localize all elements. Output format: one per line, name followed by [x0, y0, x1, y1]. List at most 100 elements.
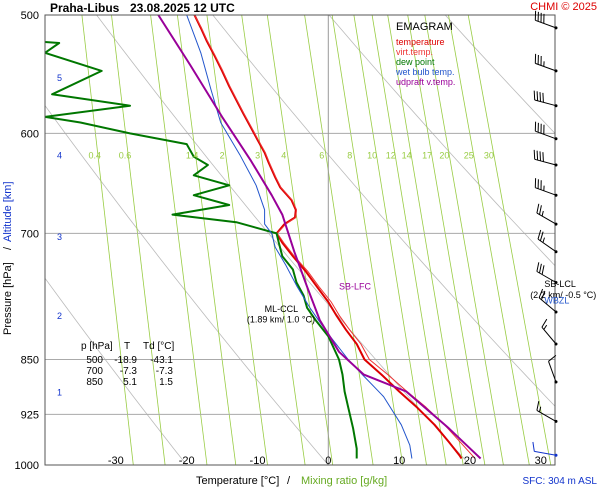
wind-barb-dot	[554, 163, 558, 167]
mixing-ratio-label: 0.6	[119, 151, 132, 161]
table-cell: 500	[86, 355, 103, 366]
mixing-ratio-label: 25	[464, 151, 474, 161]
mixing-ratio-line	[448, 15, 530, 465]
level-table: p [hPa] T Td [°C] 500 -18.9 -43.1 700 -7.3 -7.3 8…	[81, 341, 174, 388]
annotation--2-2-km-0-5-c-: (2.2 km/ -0.5 °C)	[530, 290, 596, 300]
annotation-sb-lfc: SB-LFC	[339, 281, 372, 291]
mixing-ratio-line	[371, 15, 447, 465]
wind-barb	[537, 229, 558, 254]
table-cell: -7.3	[156, 366, 174, 377]
dry-adiabat	[45, 277, 188, 465]
wind-barb-dot	[554, 104, 558, 108]
mixing-ratio-label: 20	[439, 151, 449, 161]
mixing-ratio-line	[206, 15, 268, 465]
wind-barb-flag	[541, 318, 548, 328]
x-tick-label: 10	[393, 455, 405, 467]
wind-barb-staff	[535, 19, 557, 29]
x-axis-label-temperature: Temperature [°C]	[196, 475, 279, 487]
wind-barb-staff	[535, 130, 557, 140]
wind-barb-staff	[534, 450, 557, 456]
table-header: T	[124, 341, 130, 352]
table-cell: -7.3	[120, 366, 138, 377]
mixing-ratio-label: 1.4	[186, 151, 199, 161]
dry-adiabat	[45, 104, 329, 465]
wind-barb-staff	[536, 271, 557, 283]
wind-barb-dot	[554, 310, 558, 314]
wind-barb	[534, 178, 558, 197]
x-tick-label: -20	[179, 455, 195, 467]
wind-barb-staff	[541, 326, 557, 345]
series-updraft	[157, 15, 482, 460]
dry-adiabat	[212, 15, 555, 407]
x-tick-label: -10	[250, 455, 266, 467]
wind-barb-flag	[532, 441, 535, 452]
wind-barb-flag	[542, 152, 544, 162]
mixing-ratio-line	[467, 15, 552, 465]
wind-barb-flag	[536, 91, 539, 101]
mixing-ratio-label: 30	[484, 151, 494, 161]
y-axis-label-pressure: Pressure [hPa]	[2, 262, 14, 335]
wind-barb-dot	[554, 222, 558, 226]
wind-barb	[538, 288, 558, 314]
wind-barb-flag	[536, 400, 540, 411]
x-axis-label-mixing-ratio: Mixing ratio [g/kg]	[301, 475, 387, 487]
altitude-label: 2	[57, 311, 62, 321]
mixing-ratio-line	[353, 15, 427, 465]
wind-barb-flag	[533, 149, 536, 160]
surface-elevation: SFC: 304 m ASL	[523, 476, 598, 487]
mixing-ratio-line	[111, 15, 166, 465]
wind-barbs	[532, 10, 558, 457]
wind-barb-half-flag	[539, 406, 542, 413]
wind-barb-flag	[539, 205, 542, 215]
pressure-tick-label: 1000	[15, 460, 39, 472]
altitude-label: 3	[57, 232, 62, 242]
wind-barb-flag	[539, 231, 544, 241]
wind-barb-half-flag	[543, 324, 548, 330]
y-axis-label-altitude: Altitude [km]	[2, 181, 14, 242]
wind-barb-flag	[548, 355, 557, 362]
mixing-ratio-line	[266, 15, 334, 465]
wind-barb-dot	[554, 419, 558, 423]
table-header: p [hPa]	[81, 341, 113, 352]
chart-title: EMAGRAM	[396, 21, 453, 33]
wind-barb-staff	[535, 187, 557, 196]
series-layer	[45, 15, 482, 460]
wind-barb-flag	[536, 203, 540, 214]
legend-updraft: udpraft v.temp.	[396, 77, 455, 87]
table-cell: 850	[86, 377, 103, 388]
wind-barb-staff	[536, 409, 557, 422]
wind-barb-half-flag	[541, 210, 544, 217]
sounding-datetime: 23.08.2025 12 UTC	[130, 1, 235, 15]
x-tick-label: -30	[108, 455, 124, 467]
plot-frame	[44, 14, 556, 466]
legend-dew-point: dew point	[396, 57, 435, 67]
wind-barb-staff	[534, 99, 557, 107]
wind-barb-flag	[539, 263, 542, 274]
table-header: Td [°C]	[143, 341, 174, 352]
wind-barb-flag	[538, 288, 544, 298]
mixing-ratio-label: 10	[367, 151, 377, 161]
wind-barb-staff	[534, 158, 557, 166]
grid-layer	[45, 15, 555, 465]
wind-barb-flag	[539, 92, 541, 102]
wind-barb	[534, 53, 558, 73]
table-cell: 700	[86, 366, 103, 377]
mixing-ratio-line	[150, 15, 208, 465]
pressure-tick-label: 500	[21, 10, 39, 22]
wind-barb-dot	[554, 137, 558, 141]
wind-barb-dot	[554, 342, 558, 346]
pressure-tick-label: 600	[21, 128, 39, 140]
mixing-ratio-label: 3	[255, 151, 260, 161]
mixing-ratio-label: 6	[319, 151, 324, 161]
wind-barb	[536, 203, 558, 226]
mixing-ratio-line	[331, 15, 404, 465]
wind-barb-dot	[554, 380, 558, 384]
annotation-layer: SB-LFC ML-CCL(1.89 km/ 1.0 °C) SB-LCL(2.2 …	[247, 279, 596, 325]
x-tick-label: 0	[325, 455, 331, 467]
wind-barb	[541, 318, 558, 346]
dry-adiabat	[328, 15, 555, 267]
series-wet-bulb	[186, 15, 413, 459]
altitude-label: 4	[57, 151, 62, 161]
mixing-ratio-line	[81, 15, 134, 465]
